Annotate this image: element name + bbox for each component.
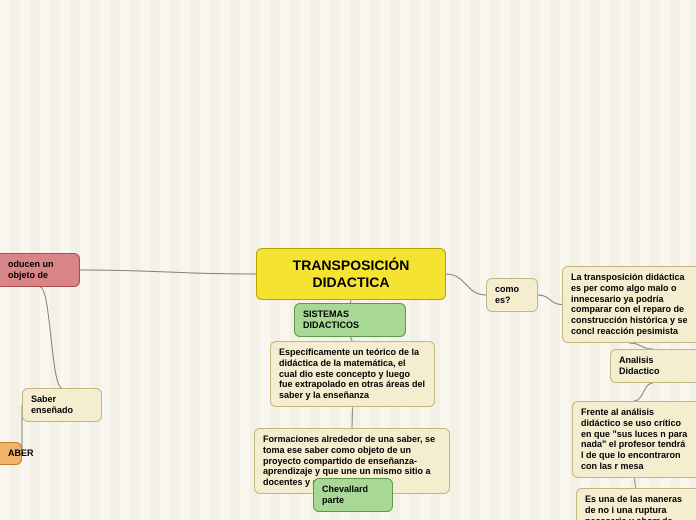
node-trans_percib: La transposición didáctica es per como a…: [562, 266, 696, 343]
node-teorico: Específicamente un teórico de la didácti…: [270, 341, 435, 407]
node-saber_ens: Saber enseñado: [22, 388, 102, 422]
edge-producen-saber_ens: [40, 287, 62, 388]
node-como: como es?: [486, 278, 538, 312]
node-frente: Frente al análisis didáctico se uso crít…: [572, 401, 696, 478]
node-analisis: Analisis Didactico: [610, 349, 696, 383]
edge-title-producen: [80, 270, 256, 274]
node-producen: oducen un objeto de: [0, 253, 80, 287]
edge-teorico-formaciones: [352, 407, 353, 428]
node-ruptura: Es una de las maneras de no i una ruptur…: [576, 488, 696, 520]
node-title: TRANSPOSICIÓN DIDACTICA: [256, 248, 446, 300]
edge-como-trans_percib: [538, 295, 562, 305]
edge-frente-ruptura: [634, 478, 636, 488]
edge-title-como: [446, 274, 486, 295]
node-chevallard: Chevallard parte: [313, 478, 393, 512]
edge-analisis-frente: [634, 383, 653, 401]
node-sistemas: SISTEMAS DIDACTICOS: [294, 303, 406, 337]
node-aber: ABER: [0, 442, 22, 465]
